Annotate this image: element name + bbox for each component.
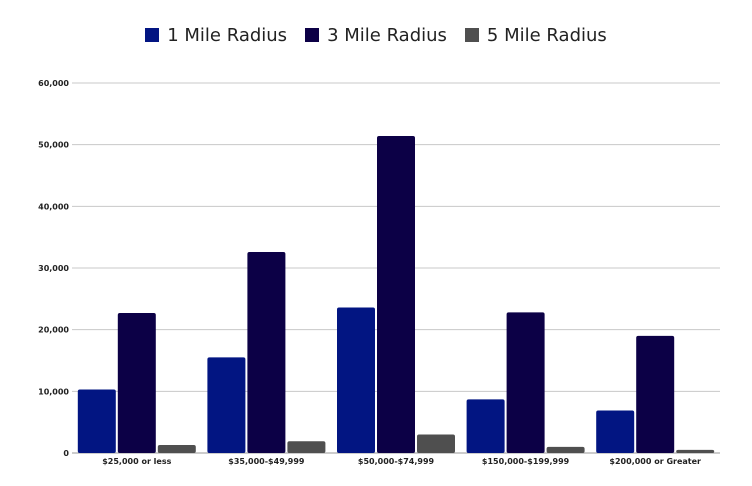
bar-3-3 [417, 434, 455, 453]
y-axis-tick-labels: 0 10,000 20,000 30,000 40,000 50,000 60,000 [38, 79, 69, 458]
bar-1-1 [77, 389, 116, 453]
x-category-label: $50,000-$74,999 [358, 457, 435, 466]
legend-item-3-mile: 3 Mile Radius [305, 25, 447, 46]
x-category-label: $25,000 or less [102, 457, 171, 466]
bar-3-1 [157, 444, 196, 453]
bar-2-5 [636, 335, 675, 453]
bar-2-1 [117, 313, 156, 453]
bar-1-5 [596, 410, 635, 453]
y-tick-label: 20,000 [38, 326, 69, 335]
x-axis-category-labels: $25,000 or less $35,000-$49,999 $50,000-$7… [102, 457, 701, 466]
y-tick-label: 40,000 [38, 202, 69, 211]
legend-label-5-mile: 5 Mile Radius [486, 24, 607, 46]
legend-item-1-mile: 1 Mile Radius [145, 25, 287, 46]
legend: 1 Mile Radius 3 Mile Radius 5 Mile Radiu… [0, 22, 752, 48]
bar-1-3 [337, 307, 375, 453]
bar-2-3 [377, 136, 415, 454]
bar-2-2 [247, 251, 286, 453]
bar-3-4 [546, 446, 585, 453]
bars [77, 136, 715, 454]
legend-item-5-mile: 5 Mile Radius [464, 24, 607, 46]
bar-2-4 [506, 312, 545, 453]
y-tick-label: 30,000 [38, 264, 69, 273]
legend-label-1-mile: 1 Mile Radius [167, 24, 288, 46]
x-category-label: $35,000-$49,999 [228, 457, 305, 466]
legend-swatch-5-mile [464, 28, 479, 42]
y-tick-label: 60,000 [38, 79, 69, 88]
bar-3-2 [287, 441, 326, 453]
bar-1-2 [207, 357, 246, 453]
legend-swatch-1-mile [145, 28, 160, 42]
y-tick-label: 50,000 [38, 141, 69, 150]
bar-3-5 [676, 449, 715, 453]
y-tick-label: 0 [63, 449, 69, 458]
x-category-label: $150,000-$199,999 [482, 457, 570, 466]
legend-swatch-3-mile [305, 28, 320, 42]
legend-label-3-mile: 3 Mile Radius [327, 24, 447, 46]
y-tick-label: 10,000 [38, 387, 69, 396]
x-category-label: $200,000 or Greater [609, 457, 701, 466]
bar-1-4 [466, 399, 505, 453]
